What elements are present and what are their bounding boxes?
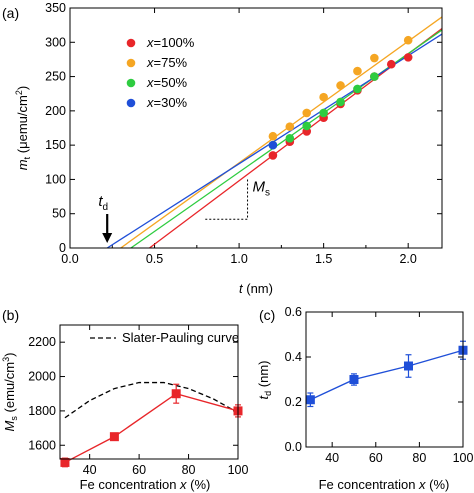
panel-b-legend-label: Slater-Pauling curve	[122, 330, 239, 345]
panel-a-data-point	[336, 97, 345, 107]
panel-b-ytick-label: 2200	[28, 335, 56, 349]
panel-a: (a) 0.0 0.5 1.0 1.5 2.0 0 50 100 150 200 250 300 350…	[2, 1, 443, 296]
panel-a-data-point	[336, 81, 345, 90]
panel-a-xtick-label: 1.5	[315, 252, 332, 266]
panel-a-data-point	[302, 108, 312, 118]
panel-c-xlabel: Fe concentration x (%)	[319, 477, 450, 492]
panel-b-reference-curve	[64, 381, 239, 419]
panel-a-data-point	[319, 92, 328, 102]
panel-a-legend-marker	[126, 38, 136, 48]
panel-a-data-point	[353, 66, 362, 76]
panel-a-xtick-label: 0.0	[61, 252, 78, 266]
panel-a-points	[268, 35, 413, 160]
panel-a-ytick-label: 0	[59, 241, 66, 255]
panel-a-data-point	[353, 84, 362, 94]
panel-a-ylabel: mt (μemu/cm2)	[14, 86, 32, 170]
panel-c-ylabel: td (nm)	[256, 361, 273, 400]
slater-pauling-curve	[64, 381, 239, 419]
panel-a-legend-marker	[126, 58, 136, 68]
panel-c-ytick-label: 0.0	[285, 440, 302, 454]
panel-c-xtick-label: 100	[453, 451, 474, 465]
panel-a-ytick-label: 350	[45, 1, 66, 15]
td-label: td	[98, 193, 108, 213]
panel-a-data-point	[285, 133, 295, 143]
panel-c-ytick-label: 0.4	[285, 350, 302, 364]
panel-a-data-point	[386, 59, 396, 69]
panel-b-data-square	[109, 432, 119, 442]
panel-a-fit-line	[120, 16, 443, 249]
panel-b-xlabel: Fe concentration x (%)	[80, 477, 211, 492]
panel-c-frame	[305, 311, 464, 448]
panel-a-data-point	[370, 72, 379, 81]
panel-b-ticks: 40 60 80 100 1600 1800 2000 2200	[28, 325, 248, 477]
panel-c-series	[305, 340, 468, 408]
panel-c-series-line	[310, 349, 464, 401]
panel-a-legend-marker	[126, 78, 136, 88]
panel-a-ytick-label: 50	[52, 207, 66, 221]
panel-b-ylabel: Ms (emu/cm3)	[1, 353, 19, 432]
panel-b: (b) 40 60 80 100 1600 1800 2000 2200 Slater-Pau…	[1, 307, 248, 492]
panel-a-xtick-label: 1.0	[230, 252, 247, 266]
panel-a-label: (a)	[2, 5, 19, 21]
panel-b-data-square	[60, 457, 70, 467]
panel-a-legend-marker	[126, 98, 136, 108]
ms-label: Ms	[253, 178, 271, 198]
panel-b-xtick-label: 80	[182, 463, 196, 477]
panel-a-xlabel: t (nm)	[239, 281, 273, 296]
panel-b-ytick-label: 1600	[28, 438, 56, 452]
panel-a-ytick-label: 150	[45, 138, 66, 152]
panel-b-frame	[59, 324, 239, 460]
panel-a-legend-label: x=50%	[146, 75, 188, 90]
panel-b-data-square	[171, 389, 181, 399]
panel-b-xtick-label: 60	[132, 463, 146, 477]
panel-c: (c) 40 60 80 100 0.0 0.2 0.4 0.6 Fe concentrati…	[256, 305, 473, 492]
panel-b-ytick-label: 1800	[28, 404, 56, 418]
panel-c-ticks: 40 60 80 100 0.0 0.2 0.4 0.6	[285, 305, 474, 465]
panel-a-data-point	[403, 35, 413, 45]
panel-b-series-line	[64, 392, 239, 464]
panel-c-ytick-label: 0.2	[285, 395, 302, 409]
panel-b-xtick-label: 100	[228, 463, 249, 477]
panel-a-legend-label: x=75%	[146, 55, 188, 70]
panel-c-xtick-label: 40	[325, 451, 339, 465]
panel-b-label: (b)	[2, 307, 19, 323]
panel-a-data-point	[285, 122, 295, 131]
panel-c-label: (c)	[259, 307, 275, 323]
panel-a-data-point	[268, 131, 278, 141]
panel-a-annotations: td Ms	[98, 178, 270, 243]
panel-b-ytick-label: 2000	[28, 370, 56, 384]
panel-a-ytick-label: 200	[45, 104, 66, 118]
panel-a-ytick-label: 300	[45, 35, 66, 49]
panel-a-ytick-label: 250	[45, 70, 66, 84]
panel-a-data-point	[268, 151, 278, 160]
panel-a-frame	[69, 7, 443, 249]
panel-a-legend-label: x=30%	[146, 95, 188, 110]
panel-a-ticks: 0.0 0.5 1.0 1.5 2.0 0 50 100 150 200 250 300 350	[45, 1, 442, 266]
panel-c-data-square	[349, 375, 359, 384]
panel-a-xtick-label: 2.0	[399, 252, 416, 266]
panel-a-data-point	[268, 140, 278, 150]
panel-c-data-square	[403, 361, 413, 371]
panel-a-fit-line	[106, 33, 443, 249]
panel-c-xtick-label: 60	[369, 451, 383, 465]
panel-c-data-square	[305, 395, 315, 405]
slope-triangle	[205, 179, 249, 220]
td-arrow-head	[102, 233, 113, 243]
panel-b-series	[60, 383, 243, 468]
panel-a-legend-label: x=100%	[146, 35, 195, 50]
panel-a-legend: x=100% x=75% x=50% x=30%	[126, 35, 195, 110]
panel-a-data-point	[302, 121, 312, 131]
panel-b-legend: Slater-Pauling curve	[90, 330, 239, 345]
panel-a-data-point	[403, 53, 413, 62]
panel-a-data-point	[370, 53, 379, 63]
panel-c-xtick-label: 80	[412, 451, 426, 465]
panel-c-ytick-label: 0.6	[285, 305, 302, 319]
panel-a-data-point	[319, 108, 328, 118]
panel-a-ytick-label: 100	[45, 172, 66, 186]
panel-b-xtick-label: 40	[83, 463, 97, 477]
panel-a-xtick-label: 0.5	[146, 252, 163, 266]
